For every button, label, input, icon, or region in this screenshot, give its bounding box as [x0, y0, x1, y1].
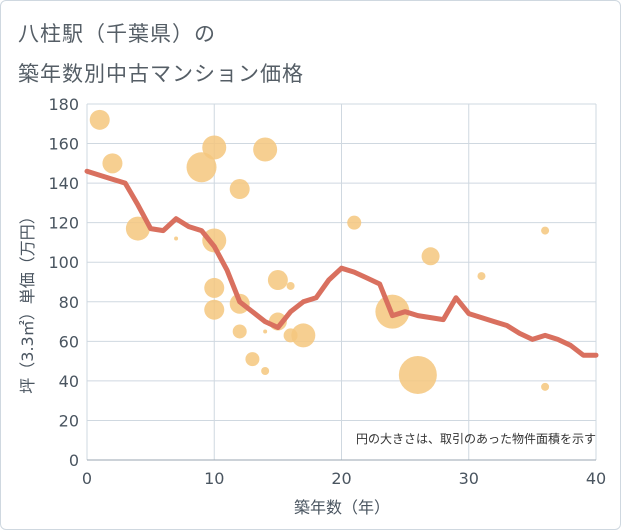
bubble-point	[174, 236, 179, 241]
y-tick-label: 120	[48, 214, 79, 233]
x-tick-label: 20	[331, 469, 351, 488]
x-axis-label: 築年数（年）	[294, 498, 390, 517]
trend-line	[84, 168, 599, 358]
bubble-point	[253, 137, 278, 162]
y-tick-label: 180	[48, 95, 79, 114]
bubble-point	[347, 215, 362, 230]
y-tick-label: 0	[69, 451, 79, 470]
bubble-series	[89, 109, 550, 394]
bubble-point	[204, 299, 225, 320]
bubble-point	[263, 329, 268, 334]
bubble-point	[229, 179, 250, 200]
bubble-point	[541, 226, 550, 235]
y-tick-label: 140	[48, 174, 79, 193]
size-note: 円の大きさは、取引のあった物件面積を示す	[356, 431, 596, 446]
bubble-point	[202, 135, 227, 160]
bubble-point	[291, 323, 316, 348]
y-tick-label: 40	[59, 372, 79, 391]
bubble-point	[102, 153, 123, 174]
axes: 0 20 40 60 80 100 120 140 160 180 0 10 20 30 40	[48, 95, 606, 488]
bubble-point	[267, 270, 288, 291]
y-tick-label: 60	[59, 332, 79, 351]
bubble-point	[89, 109, 110, 130]
y-tick-label: 100	[48, 253, 79, 272]
bubble-point	[232, 324, 247, 339]
grid-lines	[86, 103, 597, 461]
bubble-point	[421, 247, 440, 266]
chart-title-line-2: 築年数別中古マンション価格	[18, 62, 304, 86]
y-tick-label: 80	[59, 293, 79, 312]
x-tick-label: 0	[82, 469, 92, 488]
bubble-point	[541, 382, 550, 391]
bubble-point	[186, 152, 217, 183]
bubble-point	[125, 216, 150, 241]
bubble-point	[204, 277, 225, 298]
bubble-point	[286, 281, 295, 290]
y-tick-label: 160	[48, 135, 79, 154]
bubble-point	[477, 272, 486, 281]
bubble-point	[202, 228, 227, 253]
bubble-point	[245, 352, 260, 367]
y-axis-label: 坪（3.3㎡）単価（万円）	[18, 208, 37, 393]
x-tick-label: 40	[586, 469, 606, 488]
bubble-point	[261, 367, 270, 375]
y-tick-label: 20	[59, 411, 79, 430]
x-tick-label: 10	[204, 469, 224, 488]
x-tick-label: 30	[459, 469, 479, 488]
bubble-point	[398, 355, 437, 394]
chart-title-line-1: 八柱駅（千葉県）の	[18, 22, 216, 46]
